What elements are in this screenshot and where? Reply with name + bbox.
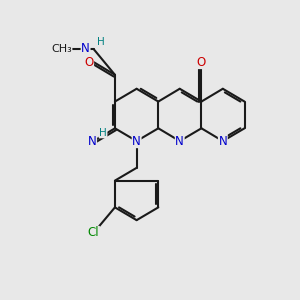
Text: H: H xyxy=(97,37,105,46)
Text: O: O xyxy=(197,56,206,68)
Text: Cl: Cl xyxy=(88,226,99,239)
Text: N: N xyxy=(88,135,97,148)
Text: H: H xyxy=(99,128,107,138)
Text: N: N xyxy=(218,135,227,148)
Text: O: O xyxy=(84,56,94,68)
Text: N: N xyxy=(175,135,184,148)
Text: N: N xyxy=(81,42,90,56)
Text: N: N xyxy=(132,135,141,148)
Text: CH₃: CH₃ xyxy=(51,44,72,54)
